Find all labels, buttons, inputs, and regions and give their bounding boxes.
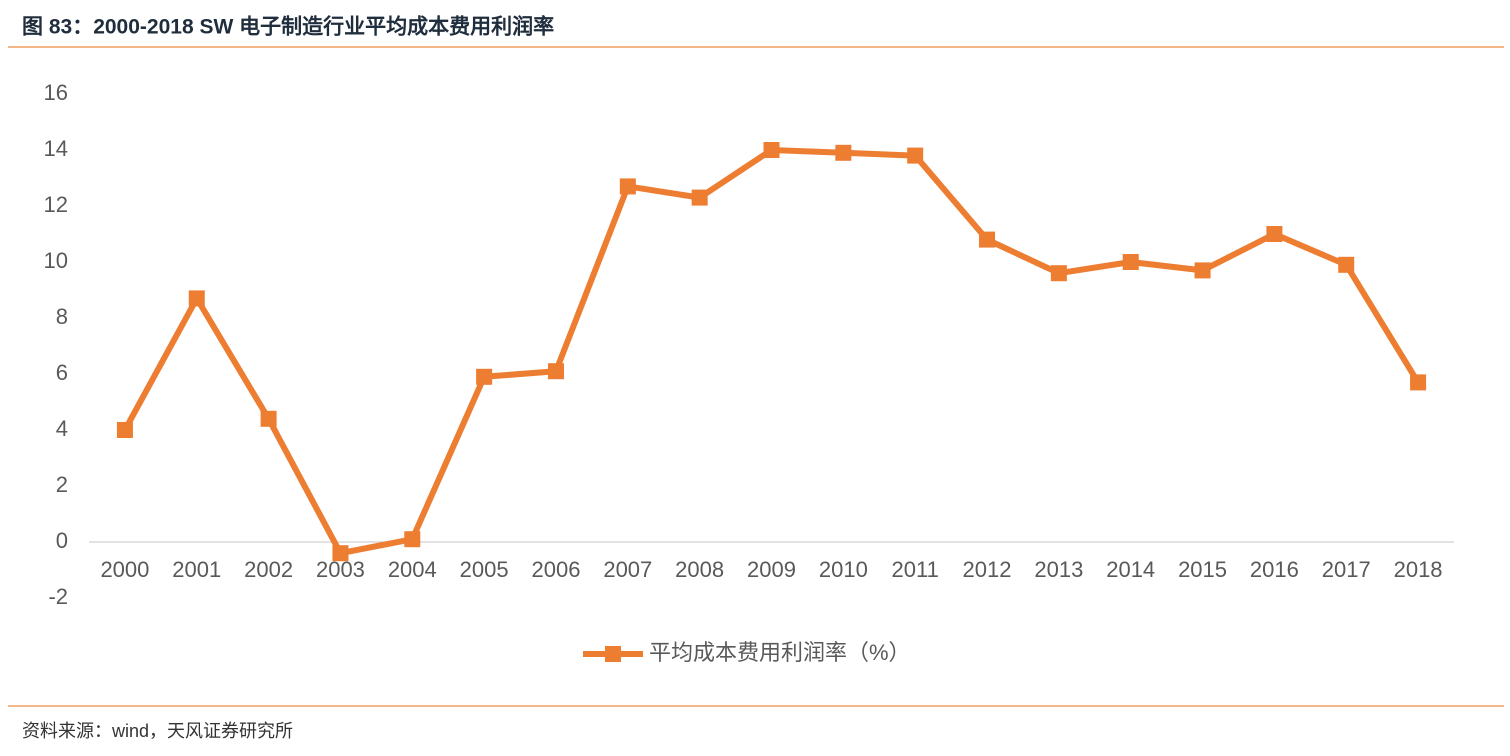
y-tick-label: 8 [56,304,68,329]
point-marker [979,231,996,248]
x-tick-label: 2018 [1394,557,1443,582]
x-tick-label: 2000 [100,557,149,582]
y-tick-label: 14 [44,136,68,161]
x-tick-label: 2015 [1178,557,1227,582]
point-marker [332,545,349,562]
point-marker [547,363,564,380]
y-tick-label: -2 [48,584,68,609]
point-marker [260,410,277,427]
x-tick-label: 2004 [388,557,437,582]
point-marker [907,147,924,164]
y-tick-label: 6 [56,360,68,385]
legend-marker [605,646,621,662]
point-marker [1194,262,1211,279]
point-marker [619,178,636,195]
x-tick-label: 2017 [1322,557,1371,582]
series-line [122,147,1421,557]
y-tick-label: 16 [44,80,68,105]
y-tick-label: 10 [44,248,68,273]
point-marker [1122,254,1139,270]
x-tick-label: 2007 [603,557,652,582]
source-note: 资料来源：wind，天风证券研究所 [22,721,293,741]
y-tick-label: 0 [56,528,68,553]
x-tick-label: 2012 [963,557,1012,582]
point-marker [476,368,493,385]
point-marker [188,290,205,307]
x-tick-label: 2014 [1106,557,1155,582]
point-marker [116,422,133,438]
x-tick-label: 2001 [172,557,221,582]
y-tick-label: 12 [44,192,68,217]
x-tick-label: 2011 [892,557,939,582]
y-tick-label: 4 [56,416,68,441]
point-marker [404,531,421,548]
x-tick-label: 2002 [244,557,293,582]
point-marker [1266,226,1283,242]
x-tick-label: 2008 [675,557,724,582]
point-marker [763,142,780,158]
point-marker [691,189,708,206]
x-tick-label: 2016 [1250,557,1299,582]
chart-title: 图 83：2000-2018 SW 电子制造行业平均成本费用利润率 [22,15,554,39]
x-tick-label: 2009 [747,557,796,582]
point-marker [1050,265,1067,282]
legend-label: 平均成本费用利润率（%） [649,640,911,665]
point-marker [835,144,852,161]
x-tick-label: 2005 [460,557,509,582]
x-tick-label: 2010 [819,557,868,582]
point-marker [1338,256,1355,273]
x-tick-label: 2013 [1034,557,1083,582]
y-tick-label: 2 [56,472,68,497]
x-tick-label: 2006 [531,557,580,582]
point-marker [1410,374,1427,391]
